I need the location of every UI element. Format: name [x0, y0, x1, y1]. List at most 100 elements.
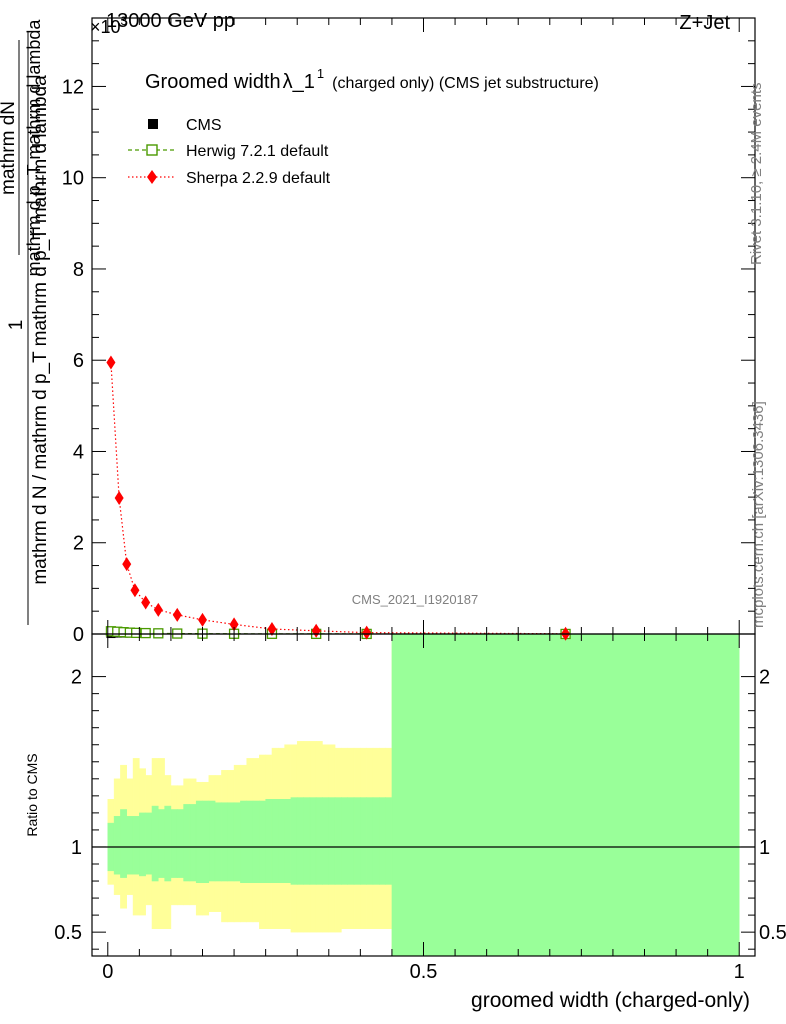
ratio-ytick-label-left: 2 [71, 667, 82, 689]
ratio-ylabel: Ratio to CMS [24, 753, 40, 836]
sherpa-series-line [110, 362, 566, 635]
ratio-stat-band-bin [265, 799, 273, 883]
sherpa-data-point [130, 583, 140, 598]
ratio-stat-band-bin [113, 816, 121, 875]
main-frame [91, 17, 756, 635]
sherpa-data-point [362, 625, 372, 640]
ratio-stat-band-bin [278, 799, 285, 883]
ratio-stat-band-bin [341, 797, 348, 885]
ratio-ytick-label-left: 0.5 [54, 922, 82, 944]
ratio-stat-band-bin [158, 809, 165, 878]
main-series-group [105, 355, 571, 641]
ratio-stat-band-bin [195, 800, 203, 883]
legend-cms-label: CMS [186, 117, 222, 134]
sherpa-data-point [172, 607, 182, 622]
ratio-stat-band-bin [309, 797, 317, 885]
ratio-stat-band-bin [290, 797, 298, 885]
ratio-stat-band-bin [296, 797, 304, 885]
ratio-stat-band-bin [353, 797, 361, 885]
ylabel-numerator-line2: mathrm d p_T mathrm d lambda [24, 19, 45, 277]
mcplots-label: mcplots.cern.ch [arXiv:1306.3436] [750, 401, 767, 628]
ratio-stat-band-bin [145, 812, 153, 875]
main-ytick-label: 6 [73, 350, 84, 372]
ratio-stat-band-bin [170, 809, 178, 878]
main-ylabel: 1 mathrm d N / mathrm d p_T mathrm d p_T… [0, 19, 51, 625]
xtick-label: 0 [102, 961, 113, 983]
sherpa-data-point [106, 355, 116, 370]
legend-sherpa-label: Sherpa 2.2.9 default [186, 170, 331, 187]
herwig-data-point [140, 627, 151, 639]
analysis-watermark: CMS_2021_I1920187 [352, 592, 479, 607]
ratio-stat-band-bin [221, 802, 229, 882]
main-ytick-label: 0 [73, 624, 84, 646]
ratio-stat-band-bin [164, 805, 172, 882]
ratio-stat-band-bin [246, 800, 254, 883]
ratio-stat-band-bin [240, 800, 247, 883]
ratio-stat-band-bin [259, 800, 266, 883]
plot-title: Groomed width λ_1 1(charged only) (CMS jet… [145, 66, 599, 93]
ratio-stat-band-bin [126, 816, 134, 875]
ratio-stat-band-bin [334, 797, 342, 885]
ratio-uncertainty-bands [107, 633, 740, 957]
ratio-stat-band-bin [366, 797, 374, 885]
process-label: Z+Jet [679, 12, 730, 34]
legend-herwig-marker [146, 144, 158, 156]
ylabel-denominator: mathrm d N / mathrm d p_T mathrm d p_T m… [30, 75, 51, 585]
ratio-stat-band-bin [202, 800, 210, 883]
main-ytick-label: 12 [62, 76, 84, 98]
rivet-label: Rivet 3.1.10, ≥ 2.4M events [748, 83, 765, 266]
ratio-stat-band-bin [151, 805, 159, 882]
axis-ticks [92, 17, 755, 956]
ratio-stat-band-bin [189, 804, 197, 882]
ratio-stat-band-bin [139, 812, 146, 877]
ratio-stat-band-bin [208, 800, 216, 882]
scale-factor-label: ×103 [90, 14, 128, 37]
ratio-ytick-label-right: 1 [759, 837, 770, 859]
ratio-stat-band-bin [391, 633, 740, 957]
sherpa-data-point [229, 617, 239, 632]
ratio-stat-band-bin [183, 804, 191, 882]
energy-label: 13000 GeV pp [106, 10, 235, 32]
sherpa-data-point [153, 602, 163, 617]
ratio-stat-band-bin [322, 797, 330, 885]
ratio-stat-band-bin [315, 797, 323, 885]
ratio-stat-band-bin [227, 802, 235, 882]
ratio-stat-band-bin [120, 809, 127, 878]
ratio-ytick-label-right: 2 [759, 667, 770, 689]
sherpa-data-point [114, 491, 124, 506]
x-axis-label: groomed width (charged-only) [471, 989, 750, 1012]
sherpa-data-point [198, 612, 207, 627]
ratio-stat-band-bin [271, 799, 279, 883]
main-ytick-label: 2 [73, 533, 84, 555]
ylabel-one: 1 [6, 320, 27, 331]
xtick-label: 0.5 [410, 961, 438, 983]
ratio-stat-band-bin [379, 797, 386, 885]
ratio-stat-band-bin [347, 797, 355, 885]
main-ytick-label: 8 [73, 259, 84, 281]
legend-cms-marker [148, 119, 158, 129]
ratio-stat-band-bin [284, 799, 292, 883]
legend-herwig-label: Herwig 7.2.1 default [186, 143, 329, 160]
ratio-stat-band-bin [372, 797, 380, 885]
legend: CMS Herwig 7.2.1 default Sherpa 2.2.9 de… [128, 117, 331, 187]
ylabel-numerator: mathrm dN [0, 101, 19, 195]
ratio-stat-band-bin [360, 797, 367, 885]
herwig-data-point [153, 628, 164, 639]
ratio-ytick-label-left: 1 [71, 837, 82, 859]
sherpa-data-point [267, 621, 277, 636]
sherpa-data-point [122, 557, 132, 572]
ratio-ytick-label-right: 0.5 [759, 922, 786, 944]
ratio-stat-band-bin [233, 802, 241, 882]
legend-sherpa-marker [147, 170, 157, 184]
main-ytick-label: 10 [62, 168, 84, 190]
ratio-stat-band-bin [385, 797, 393, 885]
ratio-stat-band-bin [252, 800, 260, 883]
ratio-stat-band-bin [132, 816, 140, 875]
ratio-stat-band-bin [303, 797, 311, 885]
main-ytick-label: 4 [73, 441, 84, 463]
ratio-stat-band-bin [176, 809, 184, 878]
ratio-stat-band-bin [328, 797, 336, 885]
ratio-stat-band-bin [214, 802, 222, 882]
